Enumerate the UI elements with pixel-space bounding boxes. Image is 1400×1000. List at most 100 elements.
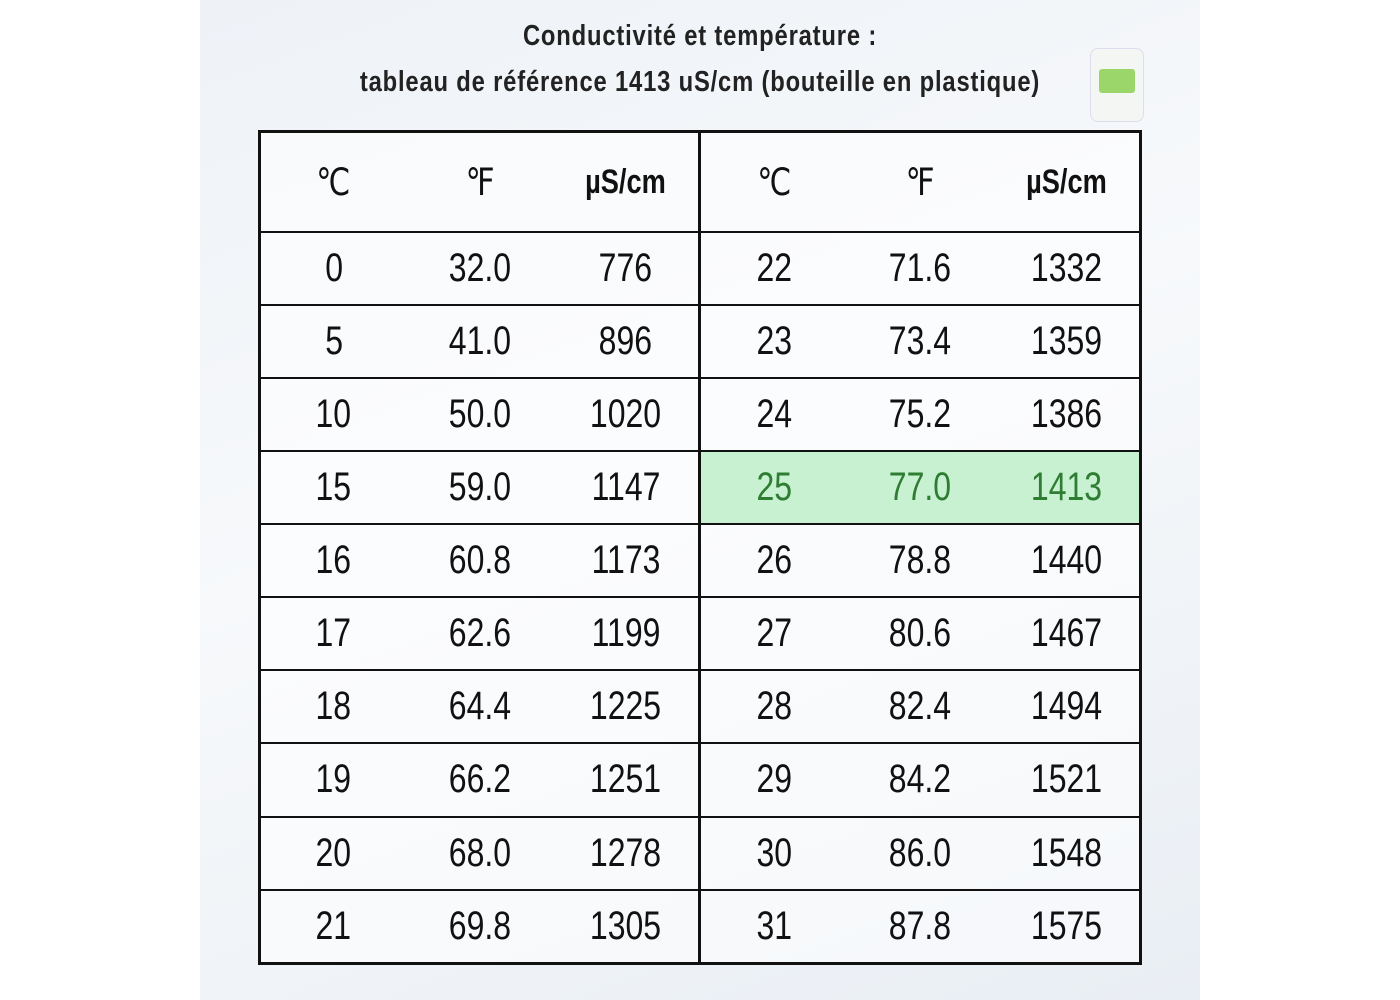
table-cell: 73.4 <box>846 304 994 379</box>
table-cell: 64.4 <box>406 669 554 744</box>
cell-text: ℃ <box>757 161 792 204</box>
table-cell: 0 <box>259 230 407 306</box>
table-row: 19 66.2 1251 29 84.2 1521 <box>259 742 1141 817</box>
table-cell: 66.2 <box>406 742 554 817</box>
table-cell: 84.2 <box>846 742 994 817</box>
column-header: ℉ <box>846 130 994 232</box>
cell-text: µS/cm <box>1025 162 1107 201</box>
table-cell: 60.8 <box>406 523 554 598</box>
table-row: 5 41.0 896 23 73.4 1359 <box>259 304 1141 379</box>
cell-text: 20 <box>315 830 352 875</box>
table-cell: 18 <box>259 669 407 744</box>
cell-text: 87.8 <box>889 903 952 948</box>
table-cell: 25 <box>699 450 847 525</box>
cell-text: 32.0 <box>448 246 511 291</box>
cell-text: 1020 <box>590 392 662 437</box>
table-cell: 78.8 <box>846 523 994 598</box>
title-line: Conductivité et température : <box>522 20 878 52</box>
cell-text: 26 <box>756 538 792 583</box>
column-header: ℃ <box>699 130 847 232</box>
table-cell: 1305 <box>553 888 702 964</box>
table-cell: 62.6 <box>406 596 554 671</box>
cell-text: 1521 <box>1030 757 1102 802</box>
cell-text: 16 <box>315 538 352 583</box>
cell-text: 1305 <box>590 903 662 948</box>
cell-text: 24 <box>756 392 792 437</box>
table-cell: 28 <box>699 669 847 744</box>
table-cell: 1173 <box>553 523 702 598</box>
table-cell: 1467 <box>993 596 1141 671</box>
table-cell: 68.0 <box>406 815 554 890</box>
table-cell: 1386 <box>993 377 1141 452</box>
table-cell: 5 <box>259 304 407 379</box>
cell-text: 82.4 <box>889 684 952 729</box>
table-cell: 82.4 <box>846 669 994 744</box>
table-cell: 1020 <box>553 377 702 452</box>
cell-text: 60.8 <box>448 538 511 583</box>
table-cell: 50.0 <box>406 377 554 452</box>
table-cell: 77.0 <box>846 450 994 525</box>
table-cell: 26 <box>699 523 847 598</box>
table-row: 10 50.0 1020 24 75.2 1386 <box>259 377 1141 452</box>
cell-text: 5 <box>324 319 343 364</box>
table-cell: 1332 <box>993 230 1141 306</box>
cell-text: 1548 <box>1030 830 1102 875</box>
table-cell: 23 <box>699 304 847 379</box>
cell-text: µS/cm <box>585 162 667 201</box>
table-cell: 24 <box>699 377 847 452</box>
table-cell: 22 <box>699 230 847 306</box>
cell-text: 86.0 <box>889 830 952 875</box>
table-cell: 80.6 <box>846 596 994 671</box>
table-cell: 30 <box>699 815 847 890</box>
cell-text: 77.0 <box>889 465 952 510</box>
title-line: tableau de référence 1413 uS/cm (bouteil… <box>359 66 1041 98</box>
table-cell: 16 <box>259 523 407 598</box>
cell-text: 1225 <box>590 684 662 729</box>
cell-text: 68.0 <box>448 830 511 875</box>
table-cell: 31 <box>699 888 847 964</box>
table-cell: 75.2 <box>846 377 994 452</box>
cell-text: 0 <box>324 246 343 291</box>
table-cell: 17 <box>259 596 407 671</box>
cell-text: 1173 <box>591 538 661 583</box>
table-cell: 1440 <box>993 523 1141 598</box>
cell-text: 80.6 <box>889 611 952 656</box>
cell-text: ℉ <box>905 161 935 204</box>
cell-text: 29 <box>756 757 792 802</box>
cell-text: 15 <box>315 465 352 510</box>
table-cell: 86.0 <box>846 815 994 890</box>
cell-text: 27 <box>756 611 792 656</box>
cell-text: 1467 <box>1030 611 1102 656</box>
table-cell: 19 <box>259 742 407 817</box>
cell-text: 1278 <box>590 830 662 875</box>
table-row: 18 64.4 1225 28 82.4 1494 <box>259 669 1141 744</box>
cell-text: 28 <box>756 684 792 729</box>
cell-text: 71.6 <box>889 246 952 291</box>
table-cell: 1548 <box>993 815 1141 890</box>
cell-text: 896 <box>599 319 653 364</box>
reference-table: ℃ ℉ µS/cm ℃ ℉ µS/cm 0 32.0 776 22 71.6 1332 5 41.0 89… <box>258 130 1142 965</box>
table-cell: 10 <box>259 377 407 452</box>
cell-text: 1147 <box>591 465 661 510</box>
table-row: 20 68.0 1278 30 86.0 1548 <box>259 815 1141 890</box>
cell-text: 64.4 <box>448 684 511 729</box>
table-cell: 20 <box>259 815 407 890</box>
table-cell: 1147 <box>553 450 702 525</box>
table-cell: 27 <box>699 596 847 671</box>
cell-text: 22 <box>756 246 792 291</box>
table-cell: 1494 <box>993 669 1141 744</box>
table-cell: 71.6 <box>846 230 994 306</box>
cell-text: 84.2 <box>889 757 952 802</box>
table-cell: 41.0 <box>406 304 554 379</box>
cell-text: 1575 <box>1030 903 1102 948</box>
cell-text: 75.2 <box>889 392 952 437</box>
table-cell: 29 <box>699 742 847 817</box>
column-header: ℉ <box>406 130 554 232</box>
cell-text: 30 <box>756 830 792 875</box>
table-cell: 1199 <box>553 596 702 671</box>
table-cell: 896 <box>553 304 702 379</box>
cell-text: 21 <box>315 903 352 948</box>
table-row: 16 60.8 1173 26 78.8 1440 <box>259 523 1141 598</box>
cell-text: 18 <box>315 684 352 729</box>
